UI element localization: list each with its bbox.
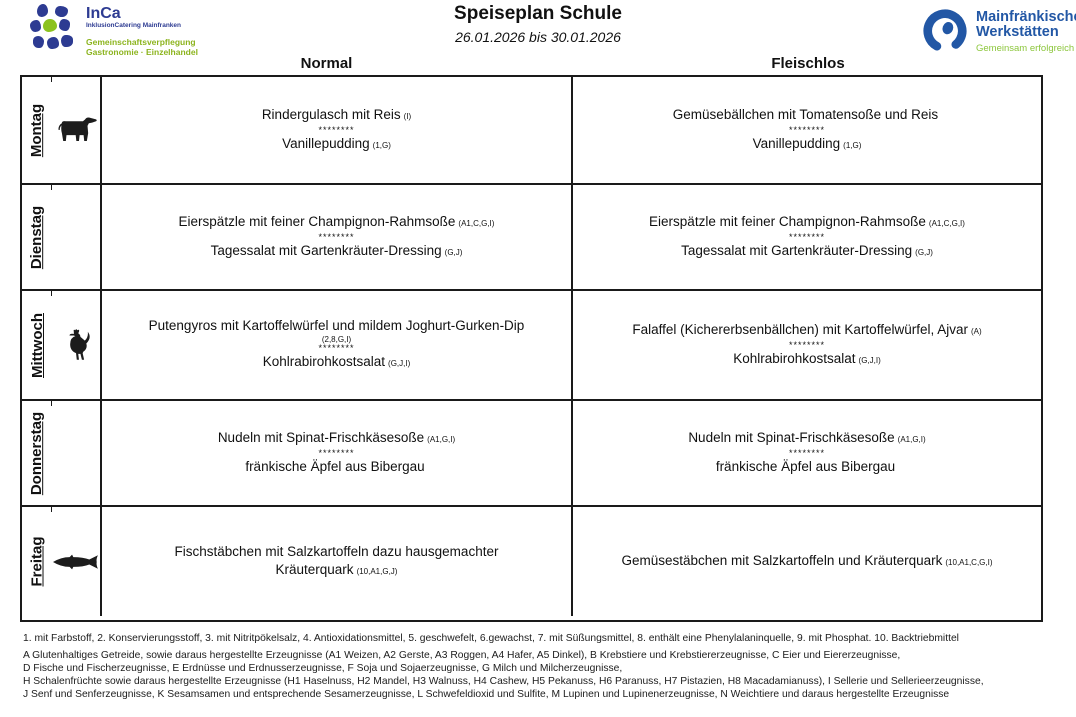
dish-name: Tagessalat mit Gartenkräuter-Dressing	[681, 242, 913, 258]
day-cell-montag: Montag	[22, 77, 102, 183]
menu-cell-dienstag-fleischlos: Eierspätzle mit feiner Champignon-Rahmso…	[573, 185, 1041, 289]
dish-name: Eierspätzle mit feiner Champignon-Rahmso…	[178, 213, 456, 229]
allergen-codes: (A1,G,I)	[897, 434, 926, 444]
allergen-codes: (10,A1,G,J)	[356, 566, 398, 576]
dish-name: Vanillepudding	[752, 135, 841, 151]
menu-cell-mittwoch-fleischlos: Falaffel (Kichererbsenbällchen) mit Kart…	[573, 291, 1041, 399]
allergen-legend-line-a: A Glutenhaltiges Getreide, sowie daraus …	[23, 650, 901, 661]
cow-icon	[54, 116, 100, 145]
hen-icon	[65, 328, 90, 362]
menu-row-freitag: Freitag Fischstäbchen mit Salzkartoffeln…	[22, 507, 1041, 616]
day-cell-dienstag: Dienstag	[22, 185, 102, 289]
dish-name: Kohlrabirohkostsalat	[262, 354, 386, 369]
allergen-codes: (A1,C,G,I)	[928, 218, 965, 228]
column-header-fleischlos: Fleischlos	[771, 55, 845, 72]
menu-table: Montag Rindergulasch mit Reis (I) *******…	[20, 75, 1043, 622]
menu-separator: ********	[788, 124, 826, 135]
allergen-codes: (G,J,I)	[858, 355, 881, 365]
dish-name: Nudeln mit Spinat-Frischkäsesoße	[688, 429, 895, 445]
menu-separator: ********	[318, 231, 355, 242]
day-label-dienstag: Dienstag	[28, 205, 46, 269]
page-header: InCa InklusionCatering Mainfranken Gemei…	[0, 0, 1076, 59]
menu-cell-dienstag-normal: Eierspätzle mit feiner Champignon-Rahmso…	[102, 185, 573, 289]
date-range: 26.01.2026 bis 30.01.2026	[455, 29, 621, 45]
mfw-ring-icon	[920, 8, 970, 59]
menu-separator: ********	[788, 339, 826, 350]
page-title: Speiseplan Schule	[454, 3, 622, 24]
menu-row-mittwoch: Mittwoch Putengyros mit Kartoffelwürfel …	[22, 291, 1041, 401]
allergen-codes: (10,A1,C,G,I)	[945, 557, 993, 567]
allergen-legend-line-d: D Fische und Fischerzeugnisse, E Erdnüss…	[23, 663, 623, 674]
allergen-codes: (A1,G,I)	[427, 434, 456, 444]
day-cell-freitag: Freitag	[22, 507, 102, 616]
menu-cell-freitag-normal: Fischstäbchen mit Salzkartoffeln dazu ha…	[102, 507, 573, 616]
menu-cell-donnerstag-normal: Nudeln mit Spinat-Frischkäsesoße (A1,G,I)…	[102, 401, 573, 505]
title-block: Speiseplan Schule 26.01.2026 bis 30.01.2…	[338, 3, 738, 45]
allergen-legend-line-j: J Senf und Senferzeugnisse, K Sesamsamen…	[23, 689, 950, 700]
menu-separator: ********	[788, 447, 826, 458]
footnotes: 1. mit Farbstoff, 2. Konservierungsstoff…	[23, 632, 1063, 701]
allergen-legend-line-h: H Schalenfrüchte sowie daraus hergestell…	[23, 676, 984, 687]
inca-blob-icon	[30, 4, 76, 52]
dish-name: Fischstäbchen mit Salzkartoffeln dazu ha…	[174, 543, 499, 577]
dish-name: Kohlrabirohkostsalat	[733, 350, 856, 366]
menu-separator: ********	[318, 124, 355, 135]
additives-legend: 1. mit Farbstoff, 2. Konservierungsstoff…	[23, 633, 959, 644]
mfw-logo: Mainfränkische Werkstätten Gemeinsam erf…	[920, 8, 1076, 59]
allergen-codes: (2,8,G,I)	[321, 335, 352, 344]
dish-name: fränkische Äpfel aus Bibergau	[715, 458, 896, 474]
allergen-codes: (G,J,I)	[388, 359, 411, 368]
column-header-normal: Normal	[300, 55, 353, 72]
day-cell-mittwoch: Mittwoch	[22, 291, 102, 399]
menu-row-montag: Montag Rindergulasch mit Reis (I) *******…	[22, 77, 1041, 185]
menu-row-dienstag: Dienstag Eierspätzle mit feiner Champign…	[22, 185, 1041, 291]
mfw-name-line2: Werkstätten	[976, 24, 1059, 40]
day-label-mittwoch: Mittwoch	[28, 312, 46, 378]
allergen-codes: (A)	[970, 326, 982, 336]
day-label-montag: Montag	[28, 103, 46, 157]
allergen-codes: (1,G)	[843, 140, 862, 150]
allergen-codes: (1,G)	[372, 140, 391, 150]
dish-name: Nudeln mit Spinat-Frischkäsesoße	[217, 429, 425, 445]
dish-name: Vanillepudding	[282, 135, 370, 151]
menu-separator: ********	[318, 343, 355, 353]
allergen-codes: (G,J)	[444, 247, 463, 257]
dish-name: Tagessalat mit Gartenkräuter-Dressing	[210, 242, 442, 258]
allergen-codes: (G,J)	[915, 247, 933, 257]
inca-logo-line3: Gastronomie · Einzelhandel	[86, 47, 198, 57]
menu-separator: ********	[318, 447, 355, 458]
menu-cell-mittwoch-normal: Putengyros mit Kartoffelwürfel und milde…	[102, 291, 573, 399]
dish-name: Putengyros mit Kartoffelwürfel und milde…	[148, 318, 525, 333]
inca-logo-text: InCa InklusionCatering Mainfranken Gemei…	[86, 4, 198, 58]
menu-cell-montag-normal: Rindergulasch mit Reis (I) ******** Vanil…	[102, 77, 573, 183]
dish-name: Gemüsestäbchen mit Salzkartoffeln und Kr…	[621, 552, 943, 568]
menu-row-donnerstag: Donnerstag Nudeln mit Spinat-Frischkäses…	[22, 401, 1041, 507]
allergen-codes: (A1,C,G,I)	[458, 218, 495, 228]
dish-name: Falaffel (Kichererbsenbällchen) mit Kart…	[632, 321, 968, 337]
menu-cell-montag-fleischlos: Gemüsebällchen mit Tomatensoße und Reis …	[573, 77, 1041, 183]
menu-cell-donnerstag-fleischlos: Nudeln mit Spinat-Frischkäsesoße (A1,G,I)…	[573, 401, 1041, 505]
mfw-name-line1: Mainfränkische	[976, 9, 1076, 25]
mfw-logo-text: Mainfränkische Werkstätten Gemeinsam erf…	[976, 8, 1076, 59]
dish-name: Gemüsebällchen mit Tomatensoße und Reis	[672, 106, 939, 122]
day-label-freitag: Freitag	[28, 536, 46, 587]
day-cell-donnerstag: Donnerstag	[22, 401, 102, 505]
menu-cell-freitag-fleischlos: Gemüsestäbchen mit Salzkartoffeln und Kr…	[573, 507, 1041, 616]
mfw-tagline: Gemeinsam erfolgreich	[976, 43, 1075, 54]
inca-logo: InCa InklusionCatering Mainfranken Gemei…	[30, 4, 198, 57]
inca-logo-line2: Gemeinschaftsverpflegung	[86, 37, 196, 47]
menu-separator: ********	[788, 231, 826, 242]
dish-name: fränkische Äpfel aus Bibergau	[245, 458, 425, 474]
dish-name: Rindergulasch mit Reis	[261, 106, 401, 122]
fish-icon	[51, 554, 103, 570]
allergen-codes: (I)	[403, 111, 412, 121]
inca-logo-name: InCa	[86, 5, 121, 22]
dish-name: Eierspätzle mit feiner Champignon-Rahmso…	[649, 213, 926, 229]
inca-logo-subname: InklusionCatering Mainfranken	[86, 22, 181, 29]
day-label-donnerstag: Donnerstag	[28, 411, 46, 495]
